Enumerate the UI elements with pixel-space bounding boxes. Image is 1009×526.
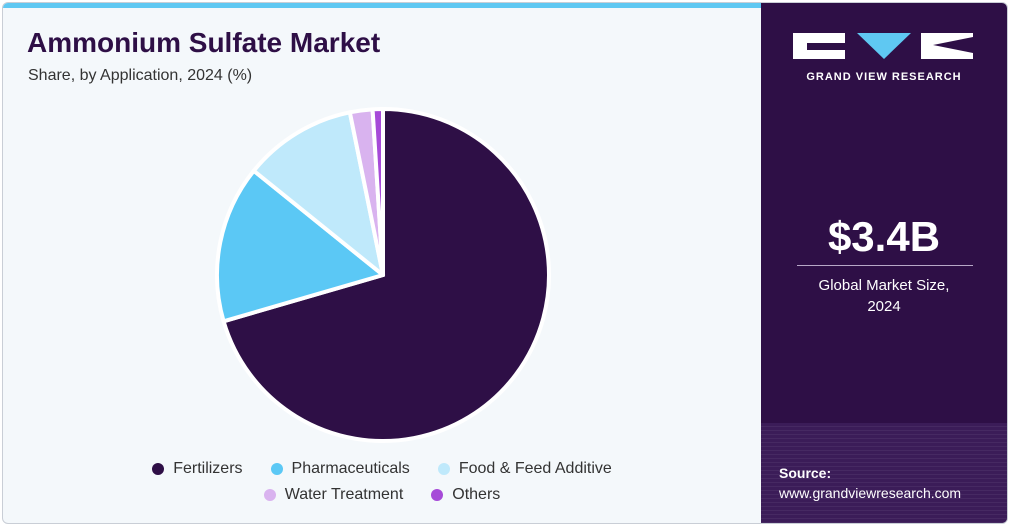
source-label: Source:: [779, 465, 832, 481]
legend-item-fertilizers: Fertilizers: [152, 460, 243, 478]
pie-slice-fertilizers: [221, 107, 551, 443]
source-panel: [761, 423, 1007, 523]
legend-item-others: Others: [431, 486, 500, 504]
chart-subtitle: Share, by Application, 2024 (%): [28, 67, 253, 84]
chart-title: Ammonium Sulfate Market: [27, 27, 381, 58]
legend-label-pharmaceuticals: Pharmaceuticals: [291, 460, 410, 477]
pie-slice-others: [370, 107, 385, 277]
market-size-label-line-2: 2024: [867, 298, 901, 315]
legend-swatch-fertilizers: [152, 463, 165, 475]
legend-label-fertilizers: Fertilizers: [173, 460, 243, 477]
legend-swatch-others: [431, 489, 444, 501]
legend-label-food-feed-additive: Food & Feed Additive: [458, 460, 612, 477]
legend-row-1: Fertilizers Pharmaceuticals Food & Feed …: [3, 460, 761, 478]
pie-slice-food-feed-additive: [251, 110, 385, 277]
legend-label-water-treatment: Water Treatment: [284, 486, 404, 503]
legend-item-food-feed-additive: Food & Feed Additive: [437, 460, 612, 478]
legend-item-water-treatment: Water Treatment: [263, 486, 404, 504]
grand-view-research-logo: [793, 33, 973, 59]
market-size-label: Global Market Size, 2024: [761, 275, 1007, 317]
legend-label-others: Others: [452, 486, 501, 503]
legend-swatch-pharmaceuticals: [270, 463, 283, 475]
legend-row-2: Water Treatment Others: [3, 486, 761, 504]
brand-name: GRAND VIEW RESEARCH: [806, 71, 962, 83]
info-sidebar: GRAND VIEW RESEARCH $3.4B Global Market …: [761, 3, 1007, 523]
metric-divider: [797, 265, 973, 266]
legend-swatch-food-feed-additive: [437, 463, 450, 475]
pie-slice-pharmaceuticals: [215, 168, 385, 324]
source-url: www.grandviewresearch.com: [779, 485, 962, 501]
pie-chart: [215, 107, 551, 443]
market-size-label-line-1: Global Market Size,: [818, 277, 950, 294]
legend-swatch-water-treatment: [263, 489, 276, 501]
legend-item-pharmaceuticals: Pharmaceuticals: [270, 460, 410, 478]
market-size-value: $3.4B: [827, 213, 941, 260]
accent-bar: [3, 3, 761, 8]
